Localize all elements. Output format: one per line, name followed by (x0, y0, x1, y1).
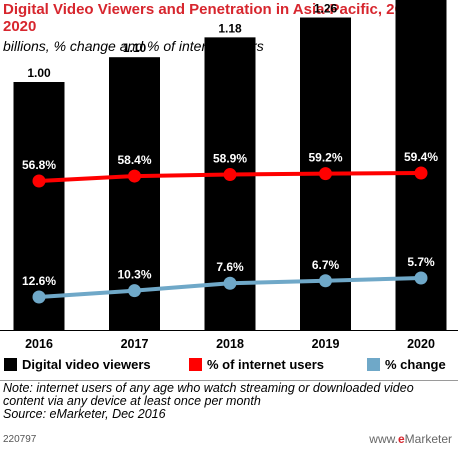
bar-value-label: 1.00 (27, 66, 51, 80)
change-point (32, 290, 46, 304)
legend: Digital video viewers % of internet user… (0, 357, 458, 377)
legend-item-viewers: Digital video viewers (4, 357, 151, 372)
change-label: 7.6% (216, 260, 244, 274)
chart-subtitle: billions, % change and % of internet use… (3, 38, 264, 54)
brand-logo: www.eMarketer (369, 432, 452, 446)
change-point (319, 274, 332, 288)
legend-item-internet-users: % of internet users (189, 357, 324, 372)
change-point (414, 271, 428, 285)
change-label: 10.3% (117, 268, 151, 282)
lines-layer: 56.8% 58.4% 58.9% 59.2% 59.4% 12.6% 10.3% 7.6% 6… (22, 150, 438, 304)
note-line-1: Note: internet users of any age who watc… (3, 381, 414, 395)
internet-users-label: 58.4% (117, 153, 151, 167)
legend-swatch-change (367, 358, 380, 371)
internet-users-label: 56.8% (22, 158, 56, 172)
chart-plot: 1.001.101.181.261.34 56.8%58.4%58.9%59.2… (0, 0, 458, 351)
x-tick-label: 2019 (312, 337, 340, 351)
change-label: 12.6% (22, 274, 56, 288)
bar-2016 (13, 82, 65, 330)
internet-users-point (223, 168, 237, 182)
x-tick-label: 2020 (407, 337, 435, 351)
x-tick-label: 2018 (216, 337, 244, 351)
internet-users-label: 59.2% (308, 151, 342, 165)
bar-value-label: 1.10 (123, 41, 147, 55)
x-tick-label: 2016 (25, 337, 53, 351)
legend-label-change: % change (385, 357, 446, 372)
legend-swatch-viewers (4, 358, 17, 371)
change-point (128, 284, 141, 298)
chart-title: Digital Video Viewers and Penetration in… (3, 1, 425, 35)
internet-users-point (414, 166, 428, 180)
bar-value-label: 1.26 (314, 2, 338, 16)
source-line: Source: eMarketer, Dec 2016 (3, 407, 166, 421)
internet-users-label: 59.4% (404, 150, 438, 164)
footnotes: Note: internet users of any age who watc… (3, 382, 455, 421)
change-label: 5.7% (407, 255, 435, 269)
note-line-2: content via any device at least once per… (3, 394, 261, 408)
footer-divider (0, 380, 458, 381)
internet-users-point (32, 174, 46, 188)
legend-swatch-internet-users (189, 358, 202, 371)
internet-users-label: 58.9% (213, 152, 247, 166)
change-point (223, 276, 237, 290)
change-label: 6.7% (312, 258, 340, 272)
legend-label-internet-users: % of internet users (207, 357, 325, 372)
x-tick-label: 2017 (121, 337, 149, 351)
internet-users-point (128, 169, 141, 183)
bar-value-label: 1.18 (218, 21, 242, 35)
internet-users-point (319, 167, 332, 181)
chart-id: 220797 (3, 434, 37, 445)
legend-item-change: % change (367, 357, 446, 372)
legend-label-viewers: Digital video viewers (22, 357, 151, 372)
x-axis: 2016 2017 2018 2019 2020 (0, 330, 458, 351)
bar-value-labels: 1.001.101.181.261.34 (27, 2, 338, 80)
